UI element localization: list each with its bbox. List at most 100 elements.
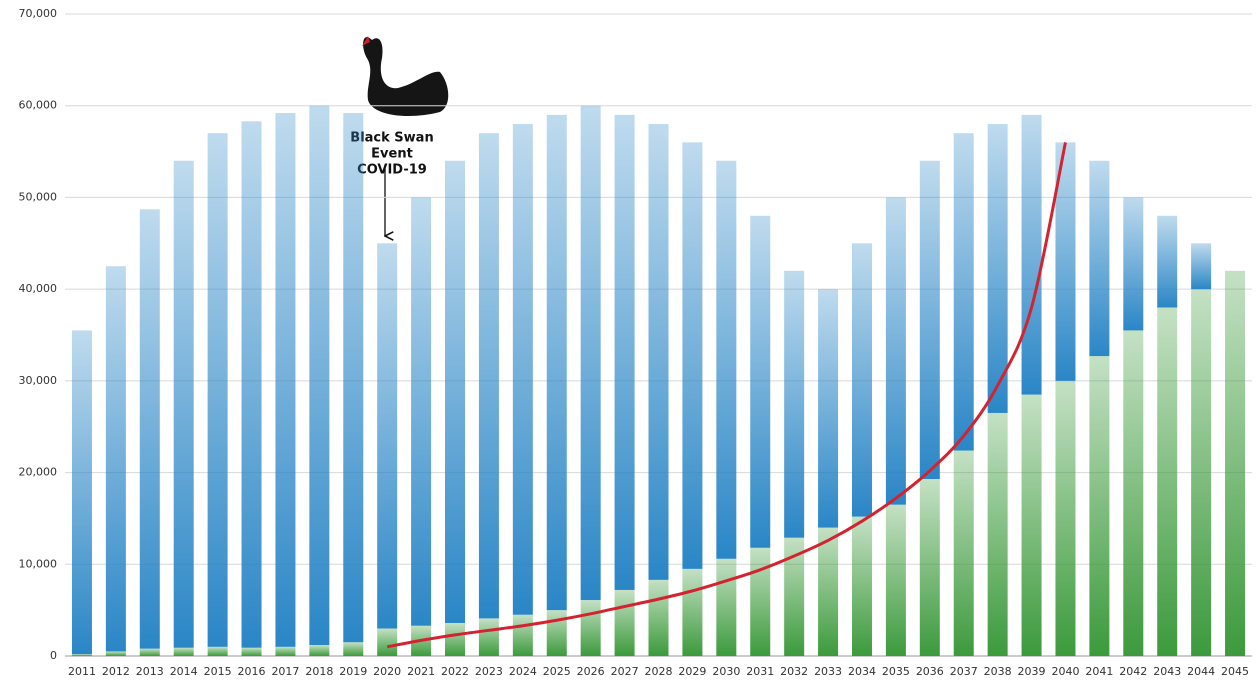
x-tick-label: 2016 xyxy=(238,665,266,678)
bar-segment xyxy=(275,113,296,647)
bar-segment xyxy=(1021,114,1042,395)
bar-segment xyxy=(818,527,839,656)
x-tick-label: 2033 xyxy=(814,665,842,678)
x-tick-label: 2029 xyxy=(678,665,706,678)
x-tick-label: 2042 xyxy=(1119,665,1147,678)
x-tick-label: 2038 xyxy=(984,665,1012,678)
bar-segment xyxy=(512,124,533,615)
x-tick-label: 2012 xyxy=(102,665,130,678)
bar-segment xyxy=(546,610,567,656)
bar-segment xyxy=(445,160,466,623)
bar-segment xyxy=(343,113,364,643)
bar-segment xyxy=(784,270,805,538)
x-tick-label: 2011 xyxy=(68,665,96,678)
bar-segment xyxy=(173,647,194,656)
x-tick-label: 2028 xyxy=(645,665,673,678)
bar-segment xyxy=(478,618,499,656)
x-tick-label: 2022 xyxy=(441,665,469,678)
x-tick-label: 2019 xyxy=(339,665,367,678)
bar-segment xyxy=(784,537,805,656)
bar-segment xyxy=(478,133,499,619)
bar-segment xyxy=(1123,330,1144,656)
bar-segment xyxy=(139,648,160,656)
x-tick-label: 2041 xyxy=(1085,665,1113,678)
bar-segment xyxy=(953,450,974,656)
x-tick-label: 2034 xyxy=(848,665,876,678)
annotation-text: Event xyxy=(371,147,413,162)
bar-segment xyxy=(71,654,92,656)
y-tick-label: 70,000 xyxy=(19,7,58,20)
bar-segment xyxy=(1157,215,1178,308)
x-tick-label: 2024 xyxy=(509,665,537,678)
bar-segment xyxy=(445,622,466,656)
x-tick-label: 2017 xyxy=(271,665,299,678)
x-tick-label: 2032 xyxy=(780,665,808,678)
bar-segment xyxy=(682,142,703,569)
bar-segment xyxy=(1123,197,1144,331)
x-tick-label: 2039 xyxy=(1018,665,1046,678)
bar-segment xyxy=(1191,289,1212,656)
bar-segment xyxy=(750,547,771,656)
bar-segment xyxy=(987,124,1008,413)
y-tick-label: 20,000 xyxy=(19,466,58,479)
bar-segment xyxy=(275,646,296,656)
bar-segment xyxy=(987,412,1008,656)
x-tick-label: 2023 xyxy=(475,665,503,678)
bar-segment xyxy=(105,651,126,656)
bar-segment xyxy=(580,105,601,601)
bar-segment xyxy=(885,504,906,656)
bar-segment xyxy=(614,589,635,656)
x-tick-label: 2037 xyxy=(950,665,978,678)
bar-segment xyxy=(1021,394,1042,656)
bar-segment xyxy=(309,105,330,645)
bar-segment xyxy=(580,600,601,656)
bar-segment xyxy=(377,243,398,629)
bar-segment xyxy=(953,133,974,451)
bar-segment xyxy=(1055,380,1076,656)
bar-segment xyxy=(1225,270,1246,656)
x-tick-label: 2040 xyxy=(1051,665,1079,678)
bar-segment xyxy=(173,160,194,648)
x-tick-label: 2044 xyxy=(1187,665,1215,678)
x-tick-label: 2026 xyxy=(577,665,605,678)
x-tick-label: 2013 xyxy=(136,665,164,678)
swan-icon xyxy=(362,36,449,116)
x-tick-label: 2031 xyxy=(746,665,774,678)
bar-segment xyxy=(1089,160,1110,357)
x-tick-label: 2021 xyxy=(407,665,435,678)
bar-segment xyxy=(818,289,839,528)
y-tick-label: 50,000 xyxy=(19,190,58,203)
bar-segment xyxy=(885,197,906,505)
bar-segment xyxy=(207,133,228,647)
bar-segment xyxy=(1157,307,1178,656)
bar-segment xyxy=(1191,243,1212,290)
bar-segment xyxy=(750,215,771,548)
bar-segment xyxy=(682,568,703,656)
bar-segment xyxy=(71,330,92,655)
annotation-text: Black Swan xyxy=(350,131,433,146)
trend-line xyxy=(386,142,1067,649)
bar-segment xyxy=(614,114,635,590)
bar-segment xyxy=(919,478,940,656)
bar-segment xyxy=(377,628,398,656)
bar-segment xyxy=(851,516,872,656)
bar-segment xyxy=(512,614,533,656)
x-tick-label: 2018 xyxy=(305,665,333,678)
bar-segment xyxy=(1089,356,1110,656)
bar-segment xyxy=(648,579,669,656)
y-tick-label: 60,000 xyxy=(19,99,58,112)
bar-segment xyxy=(411,197,432,626)
x-tick-label: 2015 xyxy=(204,665,232,678)
bar-segment xyxy=(207,646,228,656)
x-tick-label: 2025 xyxy=(543,665,571,678)
y-tick-label: 40,000 xyxy=(19,282,58,295)
x-tick-label: 2035 xyxy=(882,665,910,678)
bar-segment xyxy=(343,642,364,656)
x-tick-label: 2043 xyxy=(1153,665,1181,678)
bar-segment xyxy=(241,121,262,648)
bar-segment xyxy=(716,160,737,559)
bar-segment xyxy=(241,647,262,656)
bar-segment xyxy=(919,160,940,479)
